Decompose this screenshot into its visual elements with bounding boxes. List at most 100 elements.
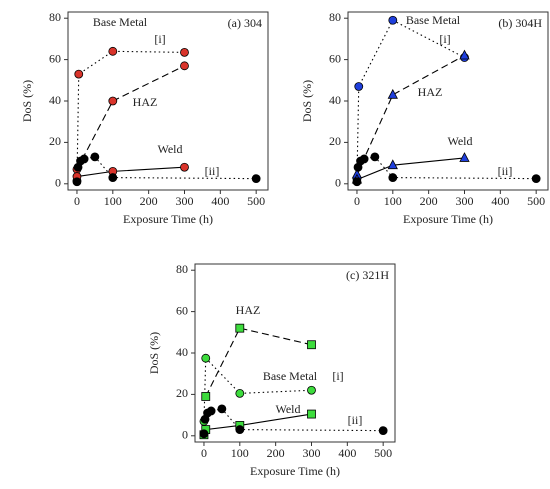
- marker: [387, 159, 398, 170]
- series-label: Weld: [275, 402, 300, 416]
- marker: [180, 61, 189, 71]
- marker: [307, 340, 316, 350]
- marker: [459, 49, 470, 60]
- x-tick-label: 300: [455, 194, 473, 208]
- y-tick-label: 40: [329, 93, 341, 107]
- marker: [235, 425, 245, 434]
- series-line: [76, 166, 185, 178]
- y-tick-label: 20: [176, 386, 188, 400]
- x-axis-label: Exposure Time (h): [123, 212, 213, 226]
- series-label: Weld: [157, 142, 182, 156]
- y-axis-label: DoS (%): [147, 332, 161, 374]
- x-tick-label: 0: [74, 194, 80, 208]
- x-tick-label: 500: [527, 194, 545, 208]
- annotation: [i]: [439, 32, 450, 46]
- marker: [459, 152, 470, 162]
- x-axis-label: Exposure Time (h): [403, 212, 493, 226]
- y-axis-label: DoS (%): [20, 80, 34, 122]
- series-line: [356, 19, 465, 179]
- marker: [235, 323, 245, 333]
- series-line: [76, 156, 257, 182]
- series-line: [76, 50, 185, 181]
- marker: [180, 47, 189, 57]
- x-axis-label: Exposure Time (h): [250, 464, 340, 478]
- marker: [79, 154, 89, 164]
- marker: [74, 69, 84, 79]
- marker: [199, 429, 209, 439]
- marker: [370, 152, 380, 162]
- x-tick-label: 300: [302, 446, 320, 460]
- series-label: Weld: [447, 134, 472, 148]
- marker: [90, 152, 100, 162]
- series-label: Base Metal: [93, 15, 148, 29]
- plot-frame: [67, 11, 269, 191]
- marker: [354, 82, 364, 91]
- series-line: [203, 413, 312, 435]
- marker: [307, 409, 316, 419]
- panel: 0 100 200 300 400 500 0 20 40 60 80 Exposure Time (…: [147, 262, 396, 478]
- marker: [531, 174, 541, 184]
- marker: [378, 426, 388, 436]
- x-tick-label: 400: [491, 194, 509, 208]
- marker: [72, 177, 82, 187]
- y-tick-label: 60: [49, 51, 61, 65]
- y-tick-label: 40: [49, 93, 61, 107]
- series-label: Base Metal: [263, 369, 318, 383]
- marker: [307, 385, 316, 395]
- x-tick-label: 100: [231, 446, 249, 460]
- x-tick-label: 400: [338, 446, 356, 460]
- series-label: HAZ: [236, 303, 261, 317]
- y-tick-label: 0: [335, 176, 341, 190]
- y-tick-label: 80: [329, 10, 341, 24]
- marker: [388, 173, 398, 182]
- marker: [388, 15, 398, 25]
- marker: [108, 96, 118, 106]
- x-tick-label: 0: [354, 194, 360, 208]
- series-label: HAZ: [133, 95, 158, 109]
- marker: [108, 46, 118, 56]
- y-tick-label: 0: [55, 176, 61, 190]
- annotation: [ii]: [498, 164, 513, 178]
- y-tick-label: 0: [182, 428, 188, 442]
- y-tick-label: 80: [49, 10, 61, 24]
- x-tick-label: 400: [211, 194, 229, 208]
- marker: [206, 406, 216, 416]
- x-tick-label: 100: [104, 194, 122, 208]
- marker: [251, 174, 261, 184]
- panel: 0 100 200 300 400 500 0 20 40 60 80 Exposure Time (…: [20, 10, 269, 226]
- annotation: [i]: [332, 369, 343, 383]
- marker: [201, 353, 211, 363]
- marker: [359, 154, 369, 164]
- y-tick-label: 60: [176, 303, 188, 317]
- panel-title: (a) 304: [228, 16, 262, 30]
- y-tick-label: 80: [176, 262, 188, 276]
- panel-title: (b) 304H: [498, 16, 542, 30]
- y-tick-label: 40: [176, 345, 188, 359]
- series-line: [356, 157, 465, 181]
- marker: [352, 177, 362, 187]
- marker: [180, 162, 189, 172]
- series-label: Base Metal: [406, 13, 461, 27]
- annotation: [ii]: [205, 164, 220, 178]
- series-line: [205, 327, 312, 397]
- marker: [217, 404, 227, 414]
- x-tick-label: 100: [384, 194, 402, 208]
- series-label: HAZ: [418, 85, 443, 99]
- annotation: [ii]: [348, 413, 363, 427]
- y-axis-label: DoS (%): [300, 80, 314, 122]
- x-tick-label: 500: [374, 446, 392, 460]
- marker: [201, 392, 211, 401]
- x-tick-label: 0: [201, 446, 207, 460]
- series-line: [203, 356, 312, 422]
- x-tick-label: 200: [267, 446, 285, 460]
- y-tick-label: 20: [49, 134, 61, 148]
- marker: [108, 173, 118, 182]
- panel: 0 100 200 300 400 500 0 20 40 60 80 Exposure Time (…: [300, 10, 549, 226]
- panel-title: (c) 321H: [346, 268, 389, 282]
- x-tick-label: 200: [140, 194, 158, 208]
- x-tick-label: 500: [247, 194, 265, 208]
- y-tick-label: 60: [329, 51, 341, 65]
- x-tick-label: 200: [420, 194, 438, 208]
